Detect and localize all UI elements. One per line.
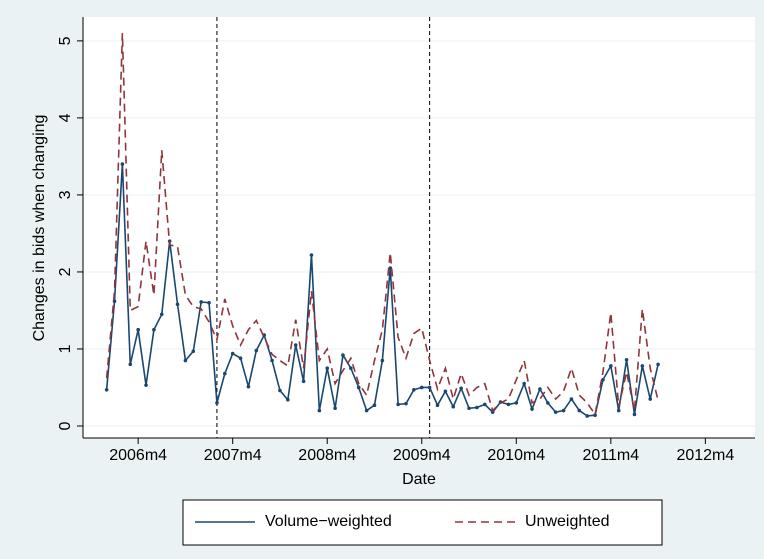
data-point xyxy=(435,403,440,407)
data-point xyxy=(286,397,290,402)
data-point xyxy=(207,300,211,305)
data-point xyxy=(419,385,424,390)
series-line xyxy=(105,33,659,417)
x-tick-label: 2012m4 xyxy=(676,447,734,464)
x-tick-label: 2009m4 xyxy=(393,447,451,464)
data-point xyxy=(475,405,479,410)
data-point xyxy=(553,410,558,414)
data-point xyxy=(561,408,566,413)
data-point xyxy=(443,389,448,394)
data-point xyxy=(120,162,125,166)
data-point xyxy=(459,386,463,391)
data-point xyxy=(270,358,274,363)
legend-label: Volume−weighted xyxy=(265,513,392,530)
data-point xyxy=(246,384,251,389)
x-axis-title: Date xyxy=(402,471,436,488)
data-point xyxy=(451,404,456,409)
data-point xyxy=(514,401,519,405)
data-point xyxy=(325,366,330,371)
data-point xyxy=(616,408,621,413)
data-point xyxy=(624,357,629,362)
data-point xyxy=(278,388,282,393)
legend-box xyxy=(182,499,663,546)
data-point xyxy=(152,327,156,332)
data-point xyxy=(136,327,140,332)
data-point xyxy=(301,379,306,384)
data-point xyxy=(356,385,361,390)
data-point xyxy=(293,343,298,347)
data-point xyxy=(372,403,377,407)
data-point xyxy=(656,362,660,367)
data-point xyxy=(159,312,164,317)
y-tick-label: 1 xyxy=(57,344,74,353)
x-tick-label: 2010m4 xyxy=(487,447,545,464)
data-point xyxy=(104,387,109,392)
y-tick-label: 0 xyxy=(57,421,74,430)
data-point xyxy=(538,387,542,391)
data-point xyxy=(230,351,235,356)
x-tick-label: 2006m4 xyxy=(109,447,167,464)
legend-label: Unweighted xyxy=(525,513,610,530)
x-tick-label: 2011m4 xyxy=(583,447,640,464)
data-point xyxy=(569,397,574,401)
data-point xyxy=(223,371,227,376)
data-point xyxy=(238,356,243,361)
data-point xyxy=(175,302,180,307)
data-point xyxy=(128,362,133,367)
plot-area xyxy=(83,17,755,438)
data-point xyxy=(380,358,385,363)
y-tick-label: 4 xyxy=(57,113,74,122)
data-point xyxy=(585,414,589,418)
data-point xyxy=(364,408,369,413)
data-point xyxy=(593,413,597,418)
data-point xyxy=(467,406,471,411)
data-point xyxy=(183,358,188,363)
y-tick-label: 5 xyxy=(57,36,74,45)
data-point xyxy=(396,402,400,407)
data-point xyxy=(640,364,645,368)
data-point xyxy=(427,385,432,390)
data-point xyxy=(632,412,637,417)
data-point xyxy=(609,364,613,368)
y-axis-title: Changes in bids when changing xyxy=(31,115,48,342)
data-point xyxy=(522,381,526,386)
data-point xyxy=(490,410,495,414)
data-point xyxy=(648,397,653,401)
data-point xyxy=(530,407,534,411)
data-point xyxy=(341,353,345,357)
data-point xyxy=(404,401,408,406)
data-point xyxy=(144,383,148,387)
data-point xyxy=(412,387,416,392)
data-point xyxy=(215,401,219,405)
data-point xyxy=(333,406,337,411)
data-point xyxy=(309,253,314,257)
x-tick-label: 2007m4 xyxy=(204,447,262,464)
data-point xyxy=(349,366,353,371)
data-point xyxy=(254,348,259,353)
data-point xyxy=(191,349,196,354)
data-point xyxy=(482,402,487,407)
data-point xyxy=(317,408,322,413)
data-point xyxy=(546,401,550,405)
x-tick-label: 2008m4 xyxy=(298,447,356,464)
y-tick-label: 3 xyxy=(57,190,74,199)
data-point xyxy=(577,408,582,413)
y-tick-label: 2 xyxy=(57,267,74,276)
data-point xyxy=(199,300,203,304)
data-point xyxy=(506,402,511,407)
